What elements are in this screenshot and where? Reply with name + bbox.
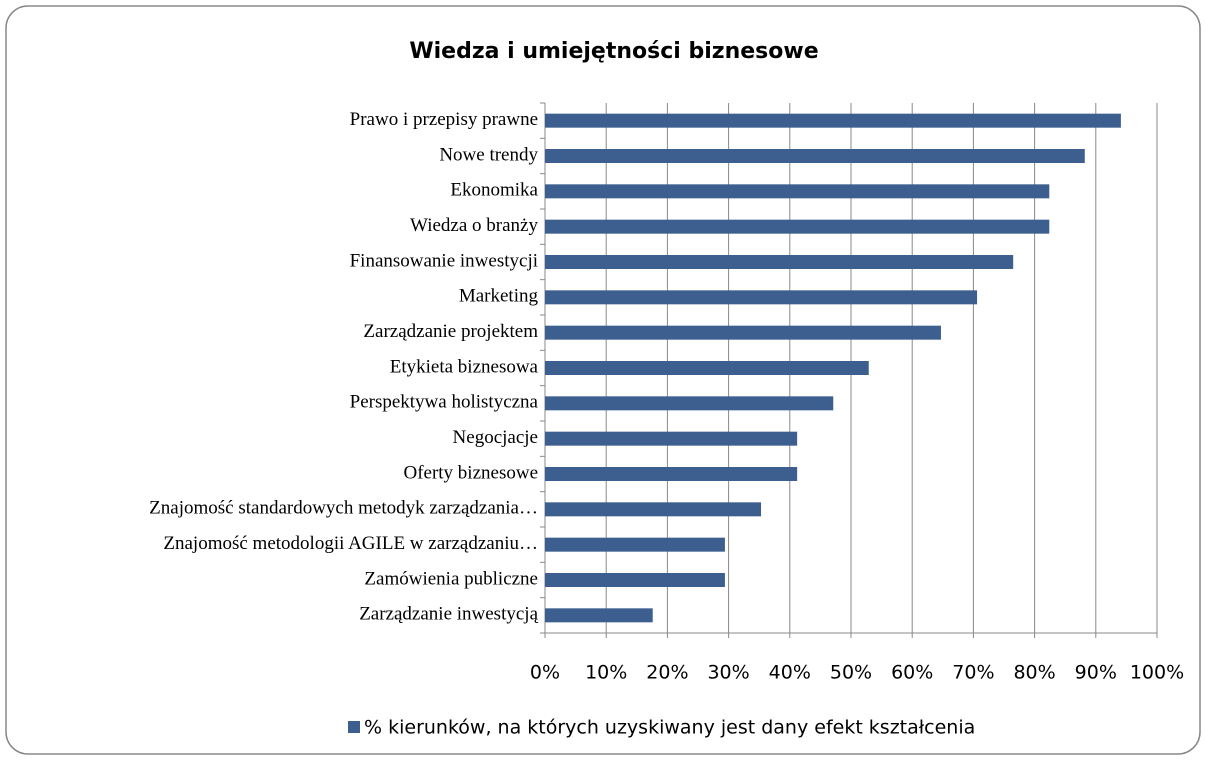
y-tick-label: Wiedza o branży bbox=[410, 215, 538, 236]
x-tick-label: 100% bbox=[1130, 662, 1184, 684]
bar bbox=[545, 467, 798, 481]
y-tick-label: Etykieta biznesowa bbox=[390, 356, 539, 377]
x-tick-label: 10% bbox=[585, 662, 627, 684]
y-tick-label: Negocjacje bbox=[453, 427, 538, 448]
x-tick-label: 90% bbox=[1075, 662, 1117, 684]
x-tick-label: 20% bbox=[646, 662, 688, 684]
x-tick-label: 30% bbox=[707, 662, 749, 684]
bar bbox=[545, 325, 941, 340]
legend-swatch bbox=[348, 721, 360, 733]
bar bbox=[545, 290, 978, 305]
bar bbox=[545, 149, 1085, 163]
chart-title: Wiedza i umiejętności biznesowe bbox=[409, 39, 818, 64]
bar bbox=[545, 396, 834, 411]
y-tick-label: Zarządzanie inwestycją bbox=[359, 604, 538, 625]
bar bbox=[545, 537, 725, 552]
bar bbox=[545, 431, 798, 446]
bar bbox=[545, 219, 1050, 234]
x-tick-label: 0% bbox=[530, 662, 560, 684]
bar bbox=[545, 502, 762, 517]
y-tick-label: Prawo i przepisy prawne bbox=[350, 109, 538, 130]
y-tick-label: Ekonomika bbox=[450, 180, 538, 201]
y-tick-label: Nowe trendy bbox=[439, 144, 538, 165]
y-tick-label: Znajomość standardowych metodyk zarządza… bbox=[149, 498, 538, 519]
y-tick-label: Zamówienia publiczne bbox=[364, 568, 538, 589]
bar bbox=[545, 255, 1014, 269]
x-tick-label: 50% bbox=[830, 662, 872, 684]
y-tick-label: Marketing bbox=[459, 286, 539, 307]
bar bbox=[545, 608, 653, 623]
y-tick-label: Zarządzanie projektem bbox=[363, 321, 538, 342]
y-tick-label: Oferty biznesowe bbox=[403, 462, 538, 483]
bar bbox=[545, 573, 725, 587]
y-tick-label: Finansowanie inwestycji bbox=[350, 250, 538, 271]
x-tick-label: 40% bbox=[769, 662, 811, 684]
x-tick-label: 70% bbox=[952, 662, 994, 684]
bar bbox=[545, 113, 1121, 128]
x-tick-label: 80% bbox=[1013, 662, 1055, 684]
legend-label: % kierunków, na których uzyskiwany jest … bbox=[364, 717, 975, 739]
bar bbox=[545, 361, 869, 375]
bar bbox=[545, 184, 1050, 199]
y-tick-label: Perspektywa holistyczna bbox=[350, 392, 539, 413]
y-tick-label: Znajomość metodologii AGILE w zarządzani… bbox=[163, 533, 538, 554]
x-tick-label: 60% bbox=[891, 662, 933, 684]
